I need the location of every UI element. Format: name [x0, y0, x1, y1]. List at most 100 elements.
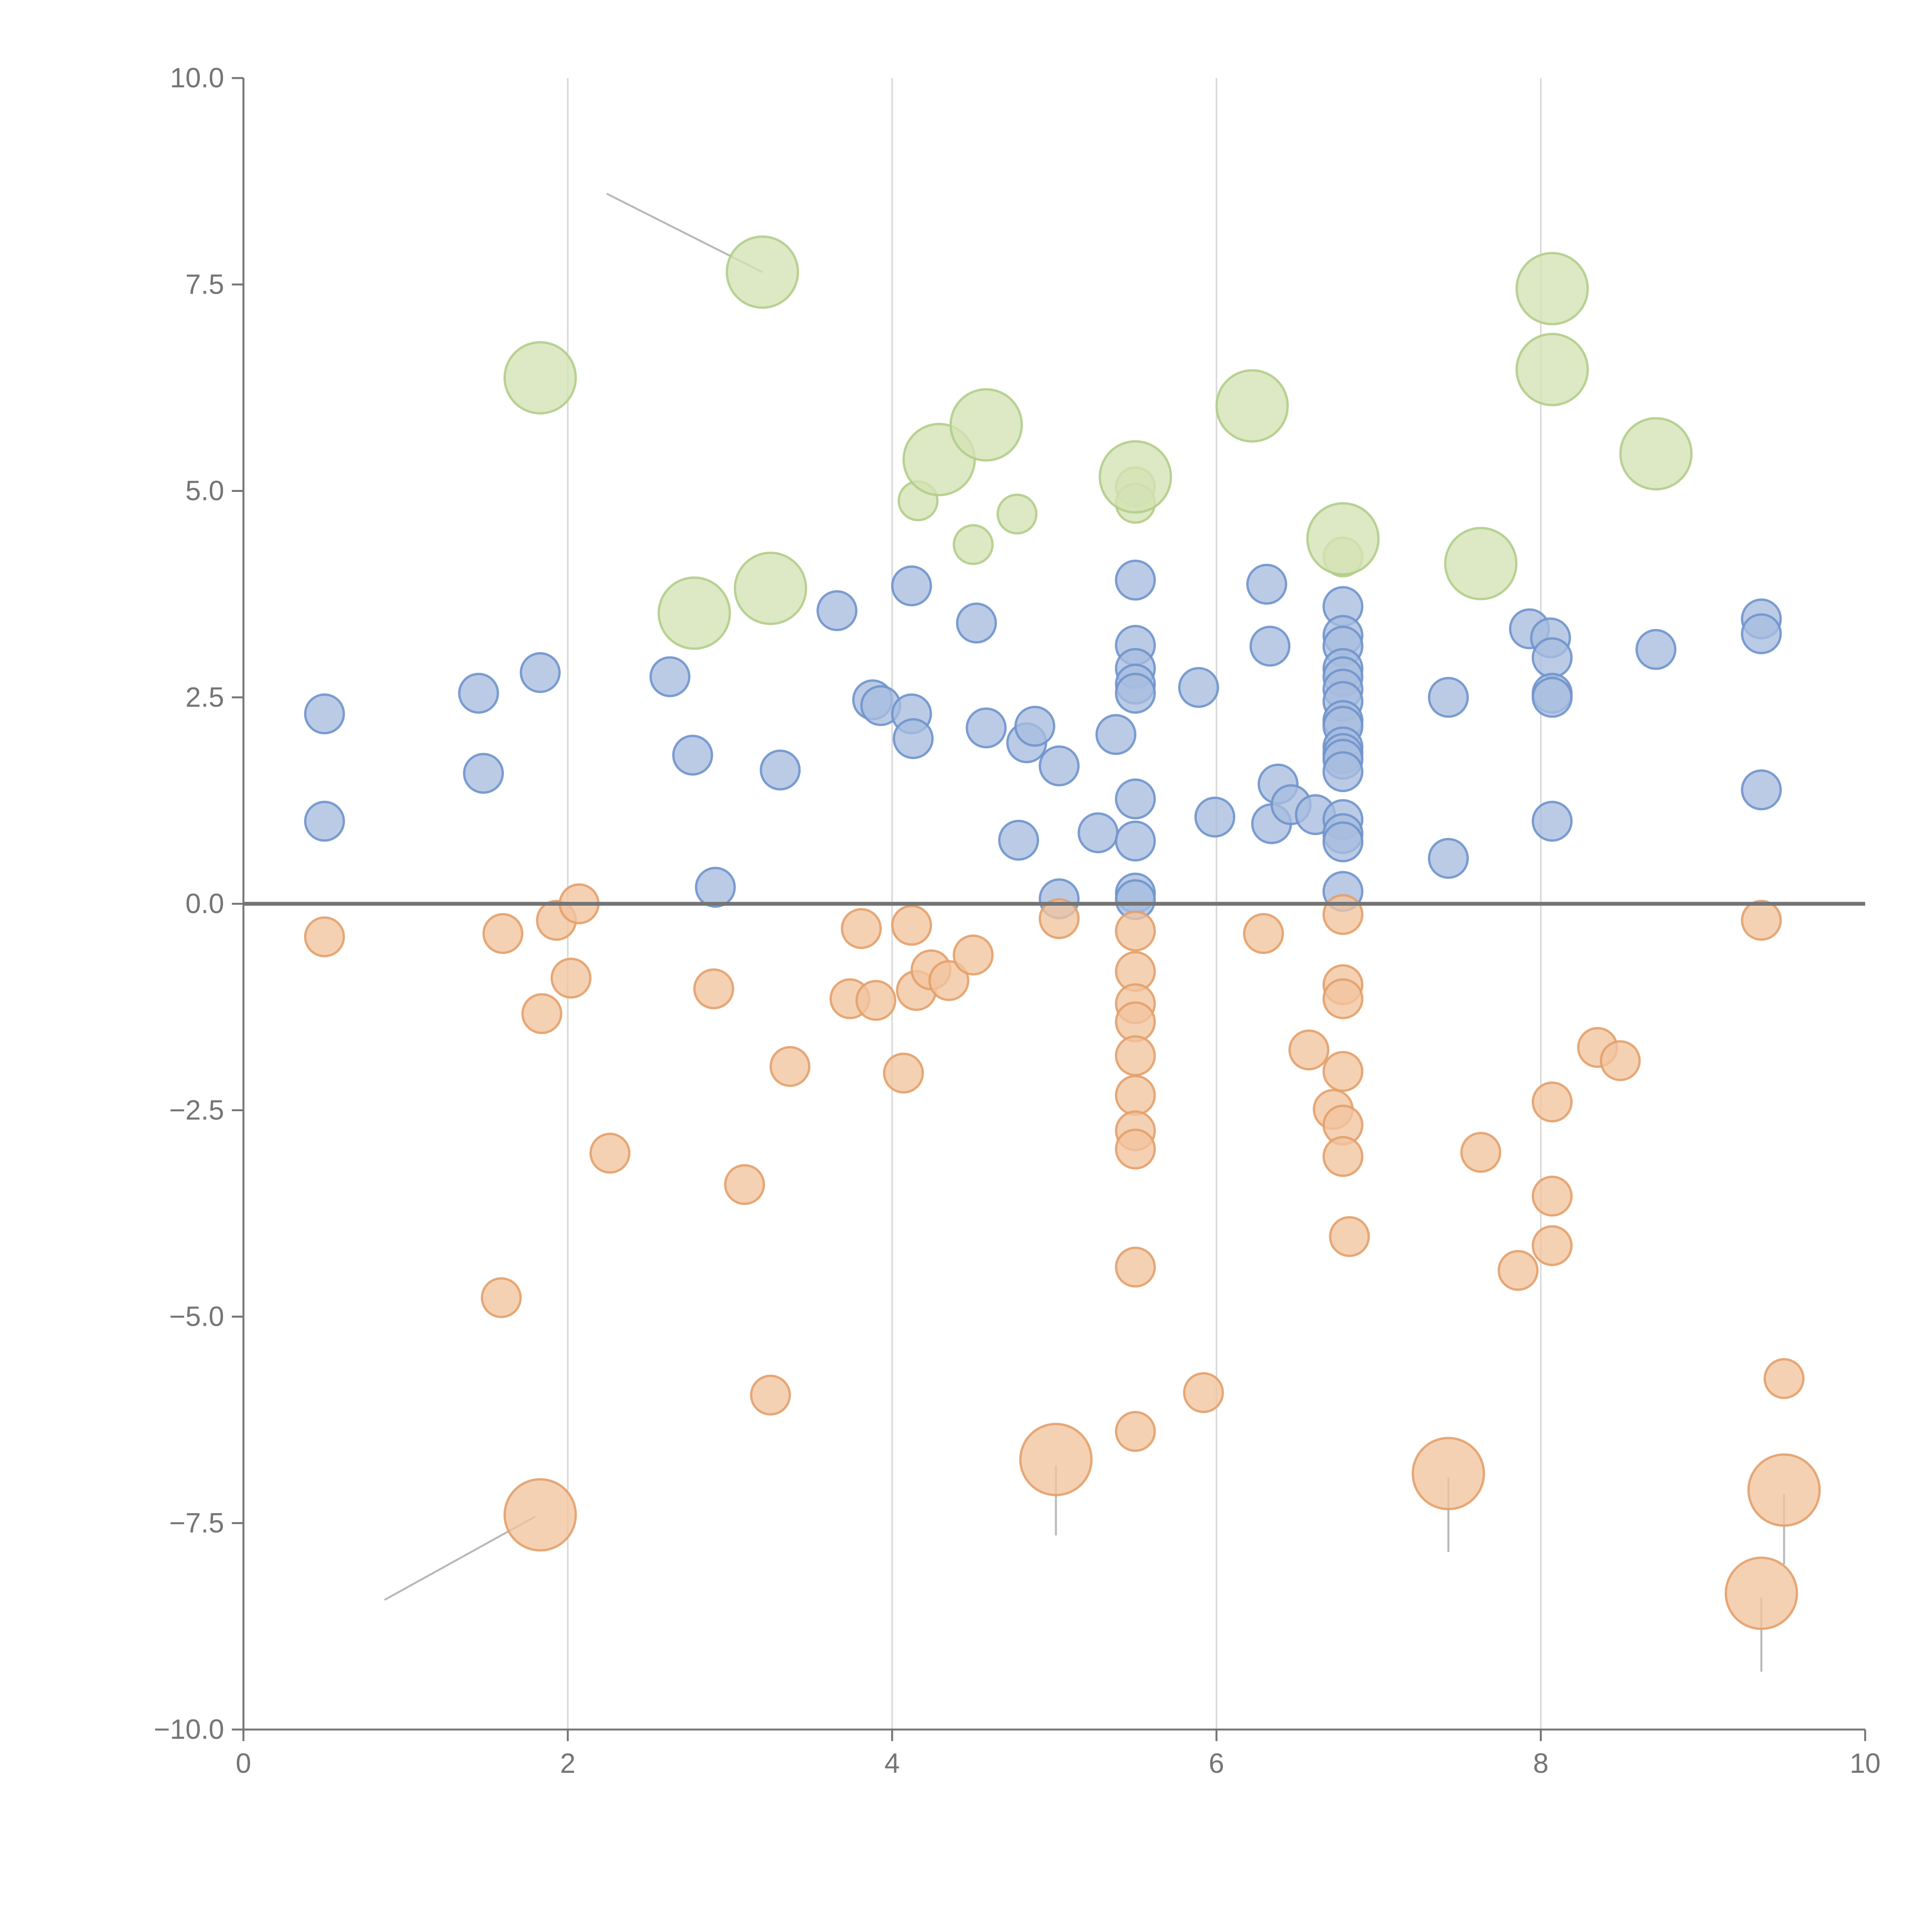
orange-point-34	[1288, 1029, 1330, 1071]
orange-point-43	[1460, 1132, 1502, 1173]
x-tick-label: 10	[1850, 1748, 1881, 1779]
blue-point-3	[463, 753, 504, 794]
orange-point-41	[1322, 1136, 1364, 1177]
blue-point-23	[1095, 714, 1136, 755]
green-large-point-12	[1619, 417, 1693, 491]
orange-point-30	[1115, 1247, 1156, 1288]
orange-point-19	[928, 960, 969, 1001]
orange-point-42	[1329, 1216, 1370, 1257]
orange-point-4	[550, 957, 592, 999]
blue-point-19	[1014, 706, 1056, 747]
green-large-point-6	[1099, 440, 1172, 514]
y-tick-label: −5.0	[169, 1301, 224, 1332]
orange-point-26	[1115, 1035, 1156, 1077]
orange-point-22	[1115, 910, 1156, 952]
y-tick-label: 10.0	[170, 63, 224, 94]
y-tick-label: 2.5	[185, 682, 224, 713]
y-tick-label: 0.0	[185, 888, 224, 919]
blue-point-9	[816, 590, 858, 631]
blue-point-68	[1741, 613, 1782, 655]
green-large-point-11	[1515, 333, 1589, 406]
y-tick-label: −10.0	[154, 1714, 224, 1745]
orange-point-20	[952, 934, 994, 976]
orange-point-1	[482, 913, 524, 954]
blue-point-56	[1322, 821, 1364, 862]
green-point-2	[996, 493, 1037, 535]
blue-point-5	[649, 656, 690, 697]
orange-point-32	[1183, 1372, 1224, 1413]
blue-point-14	[893, 718, 934, 759]
orange-point-36	[1322, 894, 1364, 935]
y-tick-label: 5.0	[185, 476, 224, 507]
x-tick-label: 8	[1533, 1748, 1549, 1779]
orange-point-10	[769, 1046, 811, 1087]
blue-point-33	[1178, 667, 1219, 708]
blue-point-15	[956, 602, 997, 644]
blue-point-59	[1428, 838, 1469, 879]
orange-point-9	[724, 1164, 765, 1205]
blue-point-16	[966, 707, 1007, 748]
orange-large-point-1	[1019, 1423, 1093, 1497]
y-tick-label: 7.5	[185, 269, 224, 300]
y-tick-label: −2.5	[169, 1095, 224, 1126]
green-large-point-5	[949, 388, 1023, 462]
blue-point-30	[1115, 820, 1156, 862]
blue-point-22	[1077, 812, 1119, 854]
orange-point-11	[750, 1374, 791, 1416]
blue-point-53	[1322, 751, 1364, 793]
blue-point-2	[458, 673, 499, 714]
orange-large-point-0	[503, 1478, 577, 1552]
orange-large-point-3	[1725, 1556, 1798, 1630]
orange-point-50	[1741, 900, 1782, 941]
green-large-point-0	[503, 341, 577, 415]
orange-large-point-2	[1412, 1437, 1485, 1510]
orange-point-15	[883, 1053, 924, 1094]
orange-point-45	[1531, 1081, 1573, 1122]
green-large-point-9	[1444, 527, 1518, 600]
green-large-point-2	[726, 235, 799, 309]
orange-large-point-4	[1747, 1453, 1821, 1527]
green-large-point-3	[734, 551, 808, 625]
orange-point-7	[481, 1277, 522, 1318]
blue-point-64	[1531, 677, 1573, 718]
blue-point-69	[1741, 769, 1782, 811]
orange-point-38	[1322, 978, 1364, 1019]
data-points	[304, 235, 1821, 1630]
orange-point-5	[521, 993, 563, 1034]
blue-point-12	[891, 565, 932, 607]
blue-point-62	[1531, 637, 1573, 679]
orange-point-16	[891, 905, 932, 946]
orange-point-29	[1115, 1128, 1156, 1170]
x-tick-label: 2	[560, 1748, 575, 1779]
orange-point-51	[1764, 1358, 1805, 1399]
blue-point-20	[1039, 745, 1080, 787]
y-tick-label: −7.5	[169, 1508, 224, 1539]
orange-point-27	[1115, 1075, 1156, 1116]
blue-point-35	[1246, 563, 1287, 605]
orange-point-6	[589, 1133, 631, 1174]
orange-point-14	[855, 980, 896, 1021]
x-tick-label: 0	[236, 1748, 251, 1779]
blue-point-36	[1249, 626, 1291, 667]
orange-point-49	[1600, 1040, 1641, 1082]
green-large-point-7	[1215, 369, 1289, 443]
blue-point-6	[672, 735, 713, 776]
blue-point-8	[760, 749, 801, 791]
blue-point-24	[1115, 560, 1156, 601]
x-tick-label: 4	[884, 1748, 900, 1779]
orange-point-39	[1322, 1051, 1364, 1092]
x-tick-label: 6	[1209, 1748, 1224, 1779]
orange-point-46	[1531, 1175, 1573, 1217]
orange-point-33	[1243, 913, 1284, 954]
orange-point-47	[1531, 1225, 1573, 1266]
blue-point-34	[1194, 796, 1236, 838]
blue-point-7	[695, 867, 736, 908]
green-large-point-1	[657, 576, 731, 650]
tick-labels: 10.0 7.5 5.0 2.5 0.0 −2.5 −5.0 −7.5 −10.0 0 2 4 6 8 10	[154, 63, 1881, 1779]
orange-point-44	[1497, 1250, 1539, 1291]
blue-point-58	[1428, 677, 1469, 718]
blue-point-29	[1115, 778, 1156, 820]
green-point-1	[952, 524, 994, 565]
blue-point-17	[998, 820, 1039, 861]
